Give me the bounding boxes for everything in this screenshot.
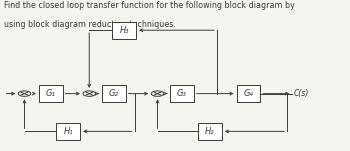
FancyBboxPatch shape: [112, 22, 136, 39]
Text: C(s): C(s): [294, 89, 309, 98]
FancyBboxPatch shape: [237, 85, 260, 102]
Text: H₃: H₃: [119, 26, 129, 35]
Text: H₂: H₂: [205, 127, 215, 136]
FancyBboxPatch shape: [198, 123, 222, 140]
Text: G₃: G₃: [177, 89, 187, 98]
FancyBboxPatch shape: [56, 123, 80, 140]
Text: using block diagram reduction techniques.: using block diagram reduction techniques…: [4, 20, 175, 29]
Text: G₁: G₁: [46, 89, 56, 98]
Text: Find the closed loop transfer function for the following block diagram by: Find the closed loop transfer function f…: [4, 1, 294, 10]
Text: H₁: H₁: [63, 127, 73, 136]
Text: G₂: G₂: [109, 89, 119, 98]
FancyBboxPatch shape: [102, 85, 126, 102]
FancyBboxPatch shape: [170, 85, 194, 102]
Text: G₄: G₄: [244, 89, 253, 98]
FancyBboxPatch shape: [39, 85, 63, 102]
